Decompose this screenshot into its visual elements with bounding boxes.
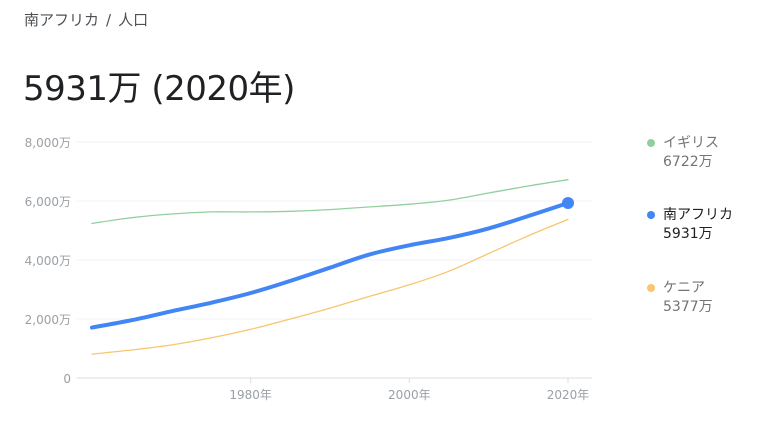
series-line-uk[interactable]: [91, 179, 569, 225]
headline-value: 5931万: [23, 69, 142, 109]
legend-dot-uk: [647, 139, 655, 147]
y-tick-label: 6,000万: [25, 195, 71, 209]
legend-value-south-africa: 5931万: [663, 226, 713, 242]
legend-value-uk: 6722万: [663, 154, 713, 170]
breadcrumb: 南アフリカ / 人口: [24, 9, 148, 31]
headline-population: 5931万 (2020年): [23, 68, 295, 110]
legend-item-south-africa[interactable]: 南アフリカ 5931万: [647, 206, 767, 244]
series-endpoint-south-africa[interactable]: [562, 197, 574, 210]
legend-item-kenya[interactable]: ケニア 5377万: [647, 279, 767, 317]
breadcrumb-country-link[interactable]: 南アフリカ: [24, 11, 100, 29]
breadcrumb-separator: /: [106, 11, 112, 29]
x-tick-label: 2020年: [547, 388, 590, 402]
legend-dot-kenya: [647, 284, 655, 292]
series-line-kenya[interactable]: [91, 218, 569, 355]
legend-item-uk[interactable]: イギリス 6722万: [647, 134, 767, 172]
headline-year: (2020年): [151, 69, 295, 109]
series-line-south-africa[interactable]: [90, 201, 570, 330]
legend-value-kenya: 5377万: [663, 299, 713, 315]
legend-name-kenya: ケニア: [663, 280, 705, 296]
y-tick-label: 8,000万: [25, 136, 71, 150]
x-tick-label: 2000年: [388, 388, 431, 402]
legend-name-south-africa: 南アフリカ: [663, 207, 733, 223]
y-tick-label: 0: [63, 372, 71, 386]
breadcrumb-topic-link[interactable]: 人口: [118, 11, 149, 29]
x-tick-label: 1980年: [229, 388, 272, 402]
legend-name-uk: イギリス: [663, 135, 719, 151]
y-tick-label: 2,000万: [25, 313, 71, 327]
legend-dot-south-africa: [647, 211, 655, 219]
y-tick-label: 4,000万: [25, 254, 71, 268]
